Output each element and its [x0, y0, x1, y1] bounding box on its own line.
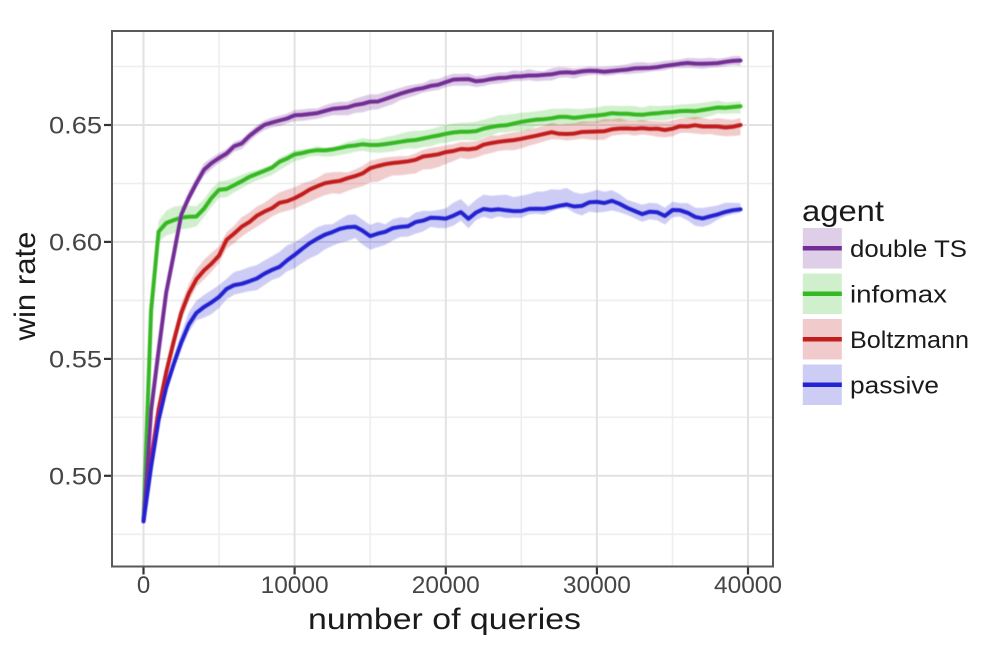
- svg-text:agent: agent: [802, 195, 885, 228]
- svg-text:0.60: 0.60: [49, 229, 102, 256]
- svg-text:number of queries: number of queries: [308, 603, 581, 636]
- svg-text:0.50: 0.50: [49, 463, 102, 490]
- svg-text:10000: 10000: [261, 572, 329, 599]
- svg-text:0.55: 0.55: [49, 346, 102, 373]
- svg-text:double TS: double TS: [850, 236, 967, 263]
- svg-text:passive: passive: [850, 372, 939, 399]
- svg-text:0: 0: [137, 572, 150, 599]
- svg-text:0.65: 0.65: [49, 113, 102, 140]
- svg-text:30000: 30000: [563, 572, 631, 599]
- svg-text:Boltzmann: Boltzmann: [850, 327, 969, 354]
- svg-text:infomax: infomax: [850, 281, 947, 308]
- svg-text:40000: 40000: [714, 572, 782, 599]
- svg-text:win rate: win rate: [9, 232, 42, 342]
- svg-text:20000: 20000: [412, 572, 480, 599]
